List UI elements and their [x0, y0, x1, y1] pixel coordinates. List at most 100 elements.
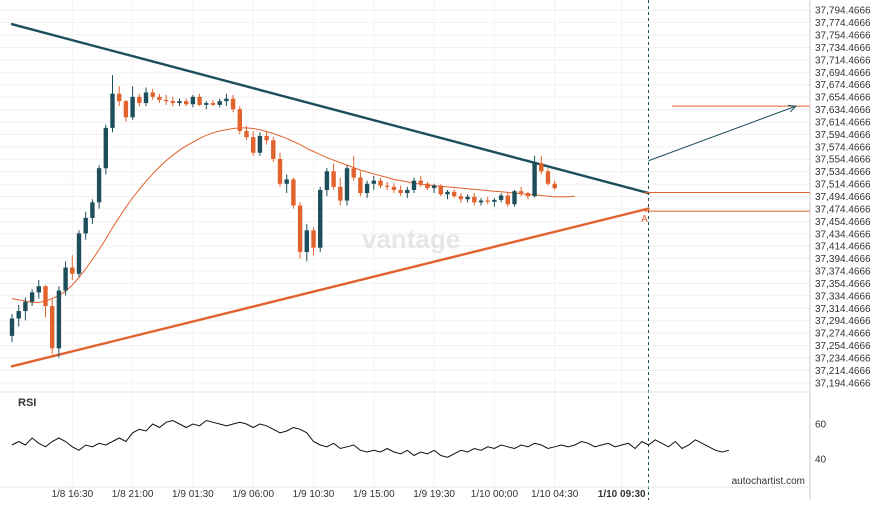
candle-body: [485, 200, 490, 202]
candle-body: [130, 96, 135, 118]
grid: [0, 0, 810, 500]
candle-body: [190, 96, 196, 105]
candle-body: [331, 171, 336, 187]
candle-body: [445, 191, 450, 195]
projection-arrow-line: [648, 105, 797, 162]
candle-body: [378, 180, 383, 186]
candle-body: [76, 233, 82, 274]
candle-body: [137, 96, 142, 104]
y-tick-label: 37,514.4666: [815, 180, 871, 191]
candle-body: [43, 286, 48, 307]
candle-body: [210, 103, 216, 105]
candle-body: [110, 93, 115, 128]
candle-body: [63, 267, 68, 291]
y-tick-label: 37,374.4666: [815, 267, 871, 278]
pattern-line-support: [10, 207, 650, 368]
candle-body: [224, 98, 229, 102]
candle-body: [217, 101, 222, 105]
candle-body: [519, 191, 524, 194]
breakout-marker-label: A: [641, 214, 648, 225]
x-tick-label: 1/8 16:30: [51, 489, 93, 500]
candle-body: [458, 196, 464, 200]
candle-body: [157, 96, 162, 100]
y-tick-label: 37,314.4666: [815, 304, 871, 315]
candle-body: [244, 130, 249, 138]
y-tick-label: 37,654.4666: [815, 93, 871, 104]
candle-body: [465, 196, 470, 200]
candle-body: [237, 109, 242, 131]
candle-body: [83, 217, 88, 234]
y-tick-label: 37,734.4666: [815, 43, 871, 54]
candle-body: [271, 140, 276, 159]
candle-body: [184, 101, 189, 105]
candle-body: [492, 199, 497, 202]
candle-body: [177, 101, 182, 104]
x-tick-label: 1/9 19:30: [413, 489, 455, 500]
candle-body: [56, 290, 62, 349]
candle-body: [291, 179, 296, 206]
candle-body: [431, 185, 437, 189]
watermark-logo: vantage: [362, 224, 460, 254]
candle-body: [16, 311, 21, 319]
candle-body: [438, 185, 443, 195]
candle-body: [512, 191, 517, 205]
y-tick-label: 37,414.4666: [815, 242, 871, 253]
y-tick-label: 37,614.4666: [815, 117, 871, 128]
x-tick-label: 1/10 00:00: [471, 489, 519, 500]
y-tick-label: 37,754.4666: [815, 31, 871, 42]
candle-body: [257, 135, 263, 153]
rsi-panel: 60 40: [11, 420, 827, 466]
levels: A: [641, 0, 810, 500]
y-tick-label: 37,674.4666: [815, 80, 871, 91]
candle-body: [9, 318, 15, 336]
candle-body: [50, 306, 55, 349]
candle-body: [539, 163, 544, 172]
y-tick-label: 37,774.4666: [815, 18, 871, 29]
candle-body: [411, 180, 417, 190]
candle-body: [117, 93, 122, 102]
y-tick-label: 37,354.4666: [815, 279, 871, 290]
candle-body: [311, 230, 316, 248]
time-axis: 1/8 16:30 1/8 21:00 1/9 01:30 1/9 06:00 1/9 …: [0, 486, 810, 500]
candles: [9, 75, 557, 358]
x-tick-label: 1/9 10:30: [293, 489, 335, 500]
candle-body: [90, 202, 95, 218]
x-tick-label: 1/9 01:30: [172, 489, 214, 500]
candle-body: [304, 230, 309, 253]
candle-body: [123, 101, 129, 118]
candle-body: [398, 189, 403, 194]
y-tick-label: 37,214.4666: [815, 366, 871, 377]
candle-body: [284, 179, 289, 184]
candle-body: [230, 98, 236, 110]
candle-body: [197, 96, 202, 105]
candle-body: [418, 180, 423, 184]
candle-body: [29, 292, 35, 302]
y-tick-label: 37,394.4666: [815, 254, 871, 265]
candle-body: [545, 171, 551, 184]
candle-body: [23, 301, 28, 312]
y-tick-label: 37,454.4666: [815, 217, 871, 228]
y-tick-label: 37,534.4666: [815, 167, 871, 178]
candle-body: [70, 267, 75, 274]
y-tick-label: 37,294.4666: [815, 316, 871, 327]
pattern-lines: [10, 22, 650, 368]
candle-body: [96, 168, 102, 203]
rsi-title: RSI: [18, 397, 36, 409]
moving-average: [11, 127, 575, 303]
y-tick-label: 37,334.4666: [815, 291, 871, 302]
candle-body: [552, 183, 557, 189]
y-tick-label: 37,714.4666: [815, 55, 871, 66]
candle-body: [351, 168, 356, 178]
candle-body: [472, 196, 477, 203]
candle-body: [170, 101, 175, 104]
candle-body: [36, 286, 41, 293]
credit-label: autochartist.com: [732, 476, 805, 487]
candle-body: [498, 195, 504, 200]
y-tick-label: 37,254.4666: [815, 341, 871, 352]
y-tick-label: 37,554.4666: [815, 155, 871, 166]
candle-body: [297, 205, 303, 253]
candle-body: [338, 186, 343, 201]
candle-body: [344, 168, 350, 201]
